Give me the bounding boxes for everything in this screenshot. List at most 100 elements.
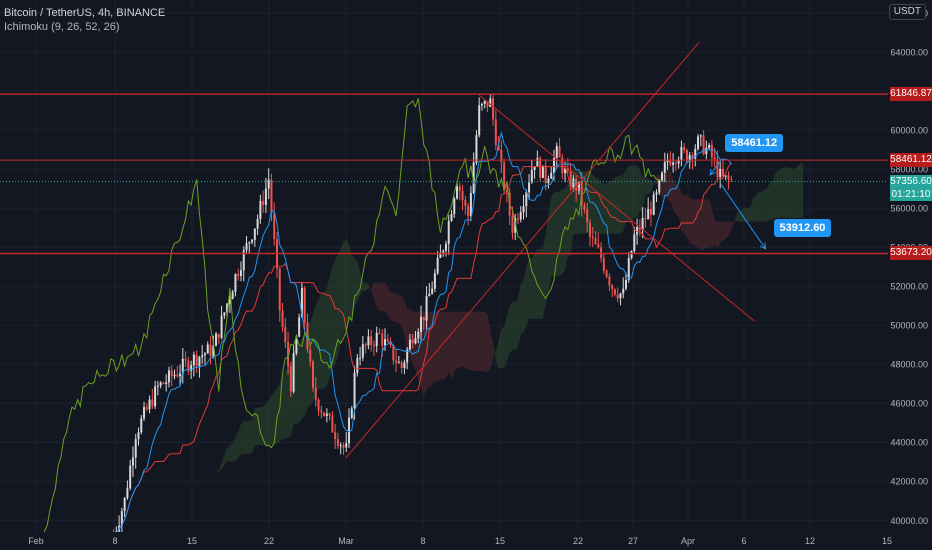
candle-body[interactable] [129, 465, 132, 489]
candle-body[interactable] [359, 357, 362, 359]
trend-line[interactable] [478, 94, 755, 322]
candle-body[interactable] [716, 159, 719, 178]
candle-body[interactable] [162, 382, 165, 384]
candle-body[interactable] [713, 157, 716, 160]
candle-body[interactable] [395, 360, 398, 363]
candle-body[interactable] [317, 399, 320, 411]
candle-body[interactable] [672, 162, 675, 165]
candle-body[interactable] [248, 242, 251, 244]
candle-body[interactable] [381, 333, 384, 346]
candle-body[interactable] [348, 417, 351, 444]
candle-body[interactable] [151, 399, 154, 407]
candle-body[interactable] [386, 339, 389, 342]
candle-body[interactable] [475, 135, 478, 163]
candle-body[interactable] [539, 158, 542, 178]
candle-body[interactable] [528, 182, 531, 193]
candle-body[interactable] [126, 488, 129, 498]
candle-body[interactable] [176, 374, 179, 377]
candle-body[interactable] [306, 322, 309, 350]
candle-body[interactable] [530, 170, 533, 183]
candle-body[interactable] [699, 135, 702, 137]
candle-body[interactable] [608, 276, 611, 286]
candle-body[interactable] [597, 244, 600, 248]
candle-body[interactable] [206, 344, 209, 354]
candle-body[interactable] [478, 105, 481, 136]
candle-body[interactable] [541, 165, 544, 178]
candle-body[interactable] [140, 418, 143, 433]
candle-body[interactable] [591, 236, 594, 239]
candle-body[interactable] [417, 331, 420, 339]
candle-body[interactable] [467, 205, 470, 217]
candle-body[interactable] [586, 209, 589, 223]
candle-body[interactable] [131, 457, 134, 466]
candle-body[interactable] [215, 333, 218, 346]
candle-body[interactable] [184, 358, 187, 361]
candle-body[interactable] [270, 179, 273, 213]
candle-body[interactable] [433, 273, 436, 289]
candle-body[interactable] [458, 186, 461, 191]
candle-body[interactable] [242, 250, 245, 271]
candle-body[interactable] [370, 336, 373, 345]
candle-body[interactable] [666, 159, 669, 163]
candle-body[interactable] [641, 217, 644, 230]
candle-body[interactable] [120, 511, 123, 526]
candle-body[interactable] [500, 149, 503, 163]
candle-body[interactable] [403, 362, 406, 369]
candle-body[interactable] [544, 165, 547, 184]
candle-body[interactable] [694, 148, 697, 159]
candle-body[interactable] [397, 362, 400, 364]
candle-body[interactable] [378, 332, 381, 334]
candle-body[interactable] [685, 150, 688, 162]
candle-body[interactable] [647, 208, 650, 220]
candle-body[interactable] [616, 294, 619, 299]
candle-body[interactable] [173, 374, 176, 377]
candle-body[interactable] [558, 146, 561, 158]
candle-body[interactable] [436, 257, 439, 274]
candle-body[interactable] [411, 339, 414, 344]
candle-body[interactable] [406, 349, 409, 363]
candle-body[interactable] [575, 178, 578, 191]
candle-body[interactable] [137, 432, 140, 440]
candle-body[interactable] [300, 287, 303, 318]
candle-body[interactable] [375, 332, 378, 347]
candle-body[interactable] [420, 316, 423, 332]
candle-body[interactable] [492, 98, 495, 120]
candle-body[interactable] [674, 162, 677, 164]
candle-body[interactable] [256, 218, 259, 229]
candle-body[interactable] [661, 172, 664, 181]
candle-body[interactable] [331, 415, 334, 433]
candle-body[interactable] [633, 234, 636, 252]
candle-body[interactable] [400, 362, 403, 369]
candle-body[interactable] [217, 333, 220, 338]
candle-body[interactable] [552, 158, 555, 173]
candle-body[interactable] [336, 439, 339, 446]
candle-body[interactable] [245, 243, 248, 251]
candle-body[interactable] [342, 445, 345, 448]
candle-body[interactable] [334, 432, 337, 440]
candle-body[interactable] [145, 407, 148, 410]
candle-body[interactable] [198, 356, 201, 367]
candle-body[interactable] [179, 373, 182, 377]
candle-body[interactable] [677, 160, 680, 164]
candle-body[interactable] [273, 212, 276, 240]
candle-body[interactable] [190, 365, 193, 371]
candle-body[interactable] [154, 386, 157, 407]
candle-body[interactable] [450, 214, 453, 221]
candle-body[interactable] [156, 385, 159, 387]
candle-body[interactable] [730, 179, 733, 181]
candle-body[interactable] [569, 170, 572, 188]
candle-body[interactable] [431, 288, 434, 294]
candle-body[interactable] [223, 312, 226, 316]
candle-body[interactable] [278, 268, 281, 311]
candle-body[interactable] [325, 413, 328, 416]
arrow-line[interactable] [709, 159, 722, 176]
candle-body[interactable] [472, 162, 475, 193]
candle-body[interactable] [580, 181, 583, 206]
candle-body[interactable] [203, 353, 206, 356]
candle-body[interactable] [655, 192, 658, 195]
candle-body[interactable] [170, 370, 173, 377]
candle-body[interactable] [345, 443, 348, 448]
candle-body[interactable] [619, 293, 622, 299]
candle-body[interactable] [339, 445, 342, 447]
candle-body[interactable] [298, 317, 301, 337]
